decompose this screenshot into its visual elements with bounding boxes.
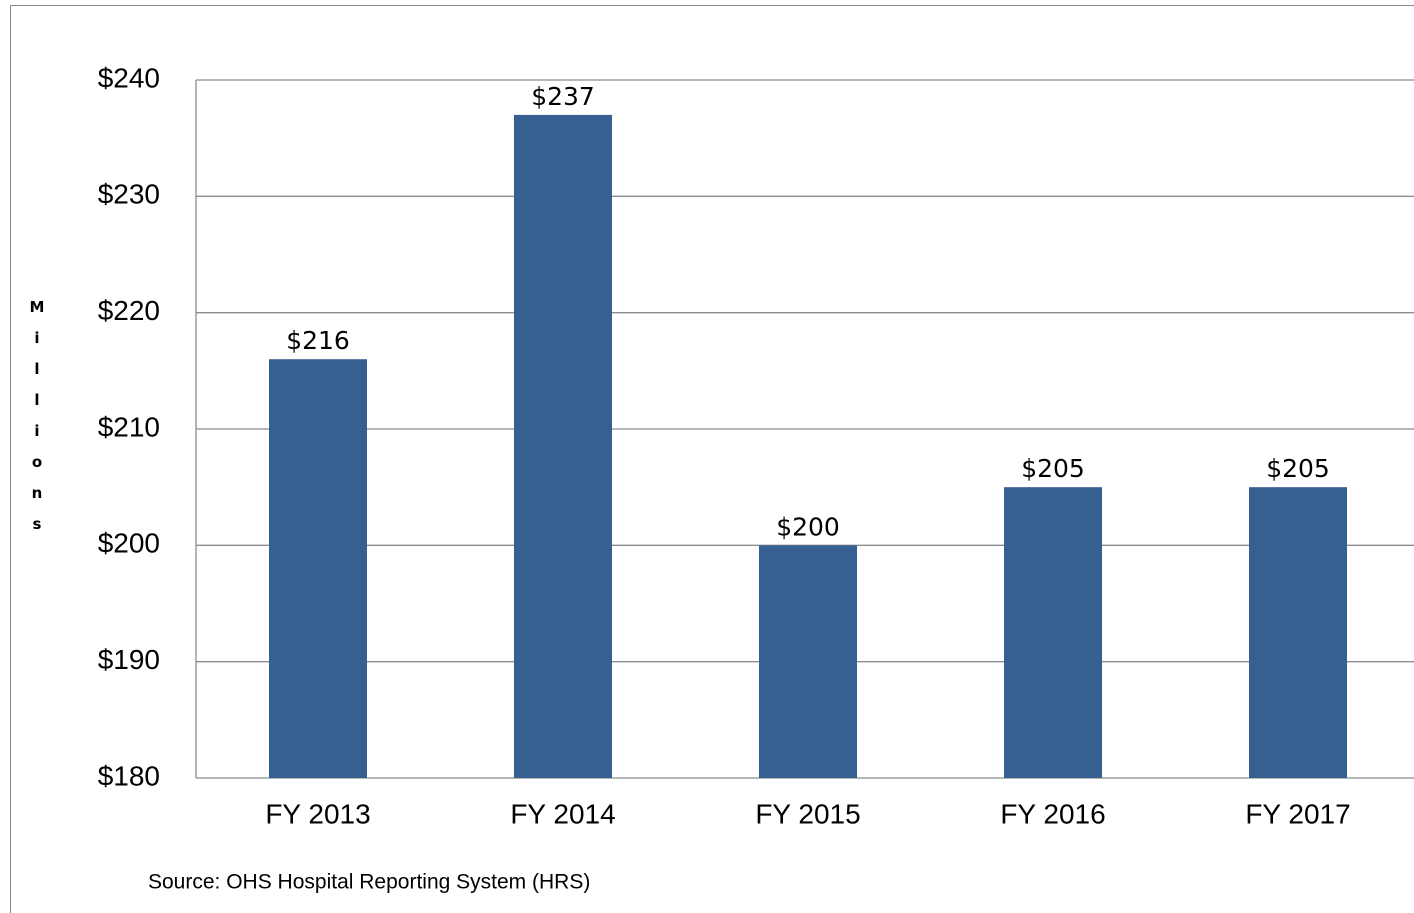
y-tick-label: $230	[98, 179, 160, 210]
x-tick-label: FY 2015	[755, 798, 860, 829]
x-tick-label: FY 2016	[1000, 798, 1105, 829]
x-tick-label: FY 2013	[265, 798, 370, 829]
y-tick-label: $200	[98, 528, 160, 559]
y-tick-label: $240	[98, 62, 160, 93]
y-tick-label: $190	[98, 644, 160, 675]
y-tick-label: $180	[98, 760, 160, 791]
source-note: Source: OHS Hospital Reporting System (H…	[148, 871, 590, 894]
data-label: $200	[776, 512, 840, 541]
data-label: $237	[531, 82, 595, 111]
y-tick-label: $220	[98, 295, 160, 326]
x-tick-label: FY 2014	[510, 798, 615, 829]
x-tick-label: FY 2017	[1245, 798, 1350, 829]
bar	[269, 359, 367, 778]
data-label: $216	[286, 326, 350, 355]
data-label: $205	[1266, 454, 1330, 483]
chart-border	[10, 5, 1414, 913]
bar	[514, 114, 612, 778]
bar	[759, 545, 857, 778]
bar	[1249, 487, 1347, 778]
y-tick-label: $210	[98, 411, 160, 442]
y-axis-label: Millions	[28, 298, 46, 546]
bar	[1004, 487, 1102, 778]
data-label: $205	[1021, 454, 1085, 483]
